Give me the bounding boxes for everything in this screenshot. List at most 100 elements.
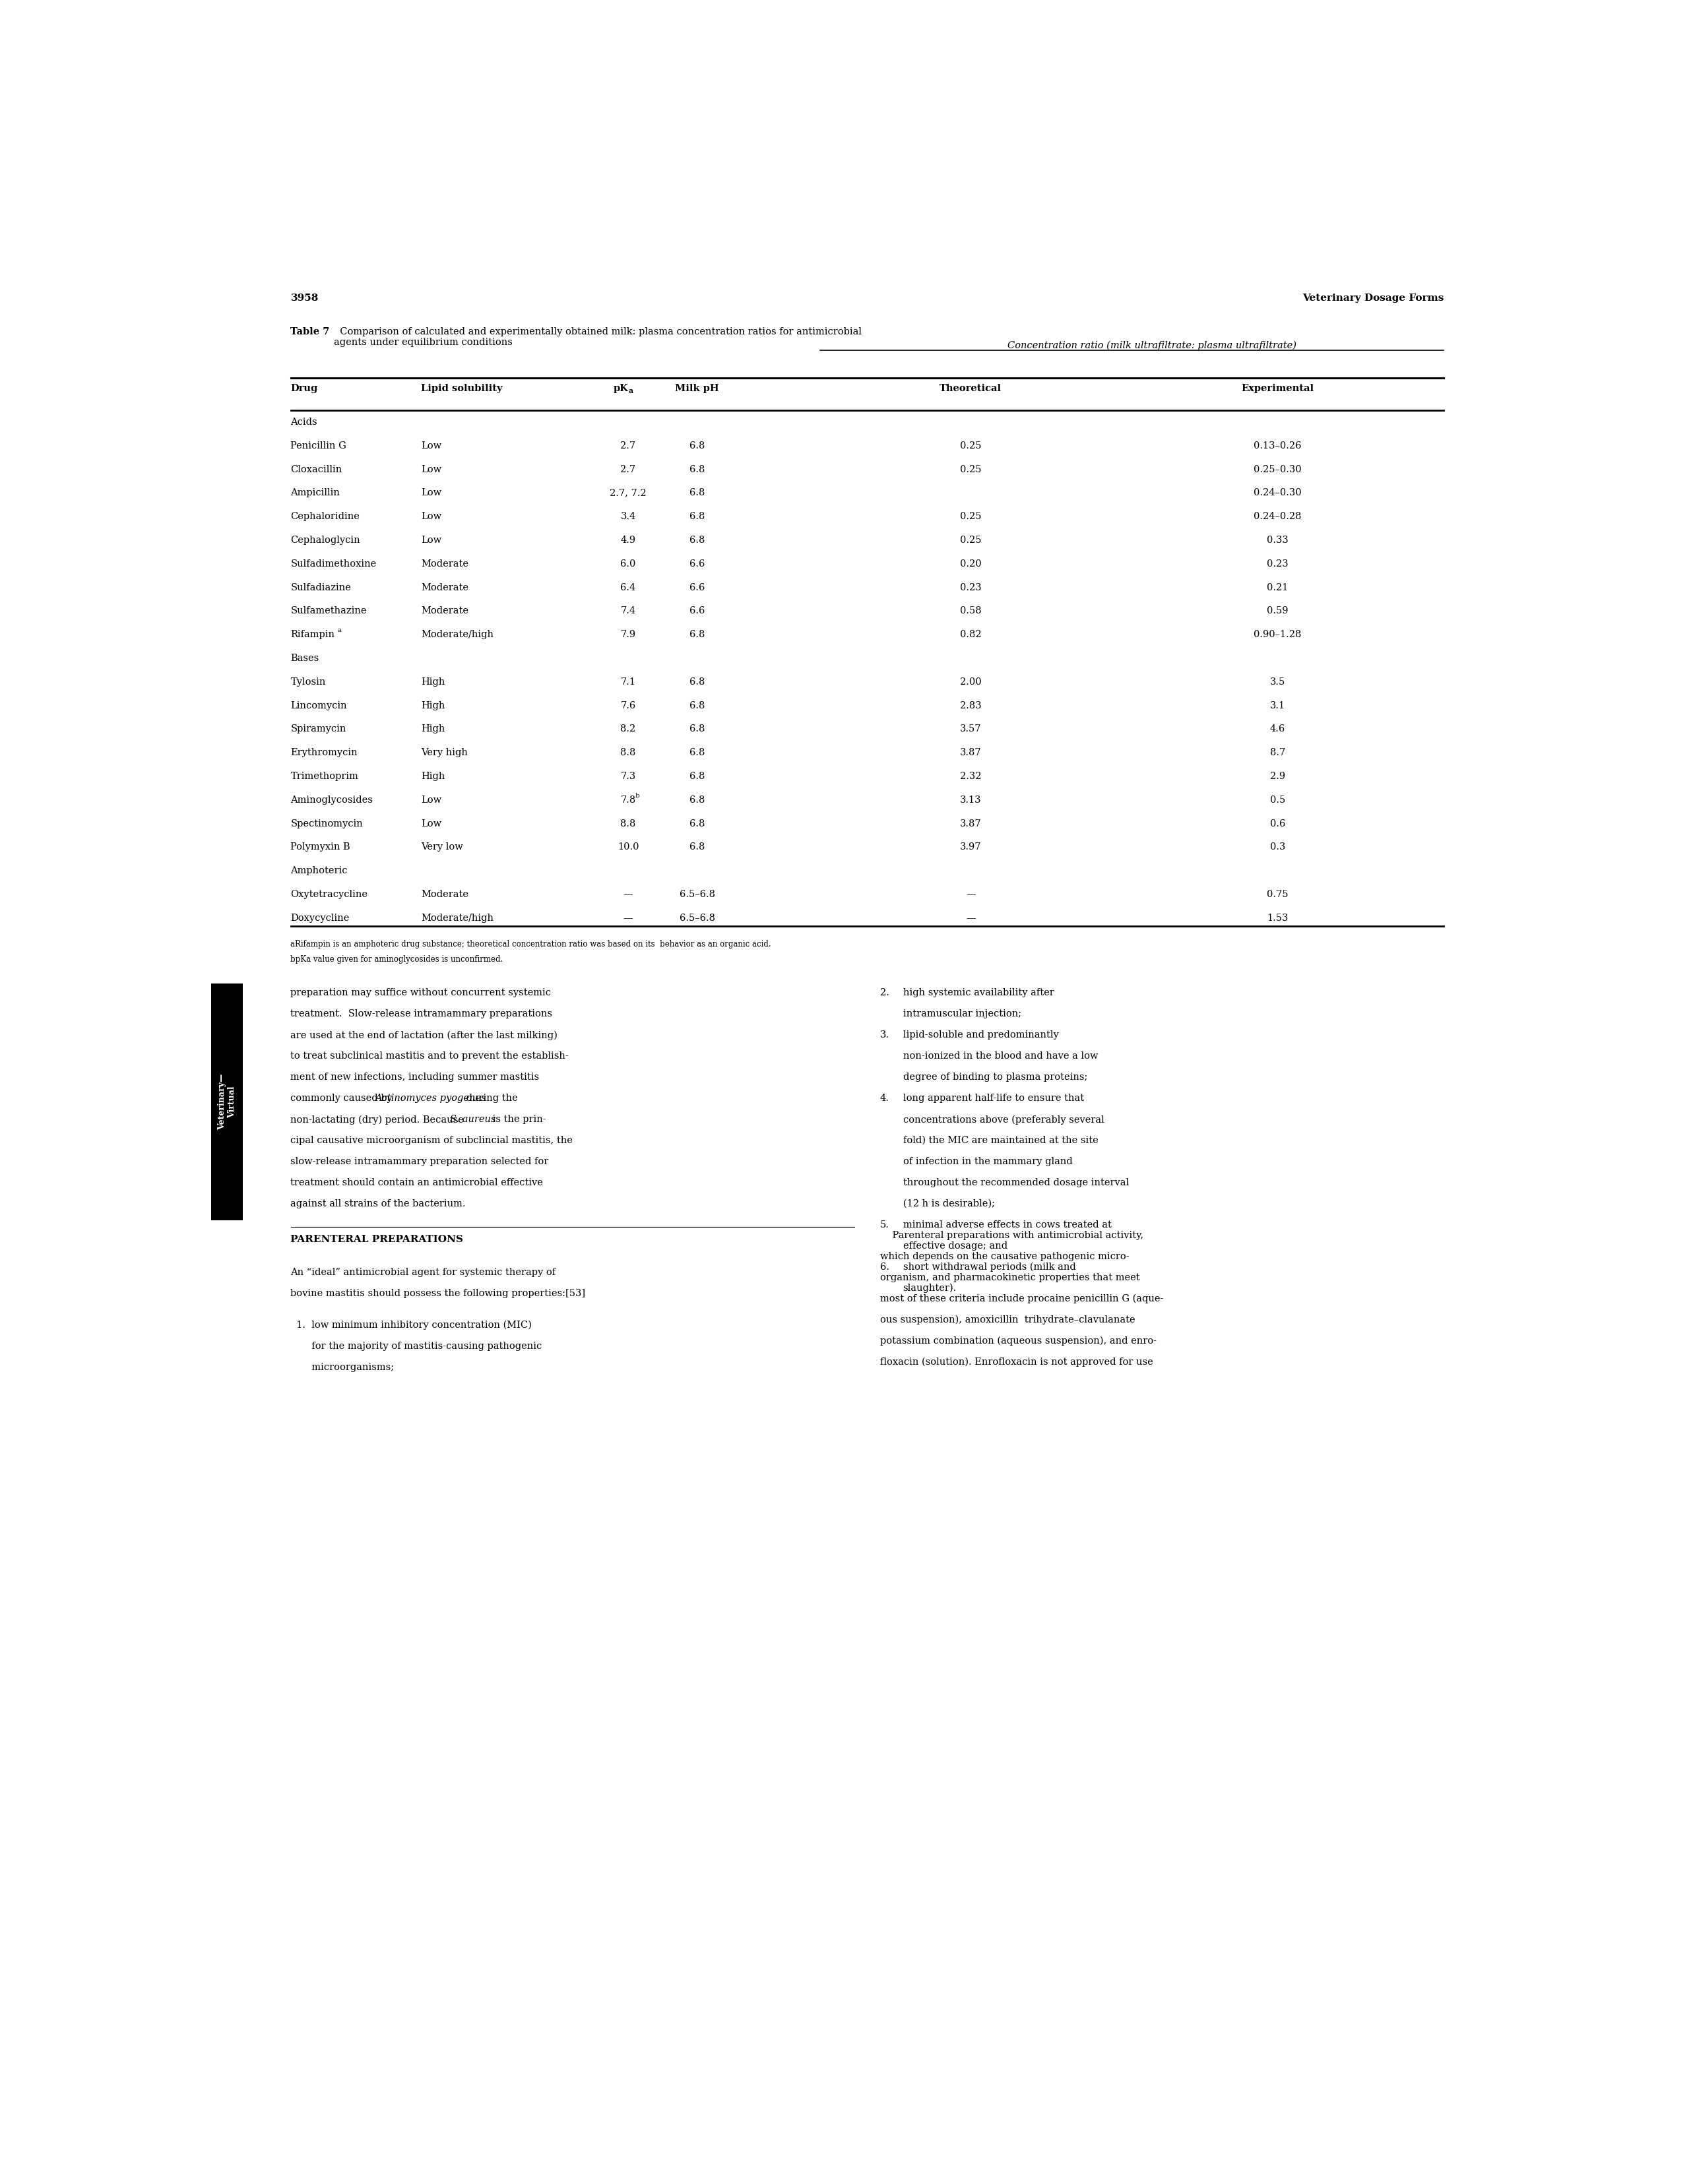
Text: Low: Low [421,441,441,450]
Text: preparation may suffice without concurrent systemic: preparation may suffice without concurre… [291,989,551,998]
Text: 6.: 6. [879,1262,889,1271]
Text: intramuscular injection;: intramuscular injection; [903,1009,1021,1018]
Text: 6.8: 6.8 [690,511,705,522]
Text: 4.: 4. [879,1094,889,1103]
Text: Low: Low [421,535,441,544]
Text: a: a [627,387,632,395]
Text: Concentration ratio (milk ultrafiltrate: plasma ultrafiltrate): Concentration ratio (milk ultrafiltrate:… [1008,341,1297,349]
Text: Veterinary—
Virtual: Veterinary— Virtual [218,1075,237,1129]
Text: which depends on the causative pathogenic micro-: which depends on the causative pathogeni… [879,1251,1130,1260]
Text: 10.0: 10.0 [617,843,639,852]
Text: Oxytetracycline: Oxytetracycline [291,889,369,900]
Text: 0.6: 0.6 [1270,819,1285,828]
Text: Cephaloglycin: Cephaloglycin [291,535,360,544]
Text: Spiramycin: Spiramycin [291,725,347,734]
Text: 0.33: 0.33 [1267,535,1289,544]
Text: Low: Low [421,489,441,498]
Text: 5.: 5. [879,1221,889,1230]
Text: floxacin (solution). Enrofloxacin is not approved for use: floxacin (solution). Enrofloxacin is not… [879,1356,1153,1367]
Text: High: High [421,701,445,710]
Text: 8.2: 8.2 [621,725,636,734]
Text: 6.8: 6.8 [690,795,705,804]
Text: Veterinary Dosage Forms: Veterinary Dosage Forms [1302,293,1444,304]
Text: 6.8: 6.8 [690,749,705,758]
Text: 7.1: 7.1 [621,677,636,686]
Text: 0.90–1.28: 0.90–1.28 [1253,629,1302,640]
Text: Lincomycin: Lincomycin [291,701,347,710]
Text: 6.6: 6.6 [690,607,705,616]
Text: 1.  low minimum inhibitory concentration (MIC): 1. low minimum inhibitory concentration … [291,1321,533,1330]
Text: 6.4: 6.4 [621,583,636,592]
Text: bpKa value given for aminoglycosides is unconfirmed.: bpKa value given for aminoglycosides is … [291,954,504,963]
Text: against all strains of the bacterium.: against all strains of the bacterium. [291,1199,465,1208]
Text: 8.8: 8.8 [621,819,636,828]
Text: cipal causative microorganism of subclincial mastitis, the: cipal causative microorganism of subclin… [291,1136,573,1144]
Text: —: — [624,913,632,922]
Text: 4.6: 4.6 [1270,725,1285,734]
Text: 3.57: 3.57 [960,725,981,734]
Text: 3.5: 3.5 [1270,677,1285,686]
Text: High: High [421,771,445,782]
Text: degree of binding to plasma proteins;: degree of binding to plasma proteins; [903,1072,1087,1081]
Text: Sulfadiazine: Sulfadiazine [291,583,352,592]
Text: 7.9: 7.9 [621,629,636,640]
Text: Rifampin: Rifampin [291,629,335,640]
Text: b: b [634,793,639,799]
Text: 6.8: 6.8 [690,677,705,686]
Text: 3.87: 3.87 [960,749,981,758]
Text: An “ideal” antimicrobial agent for systemic therapy of: An “ideal” antimicrobial agent for syste… [291,1269,556,1278]
Text: Moderate: Moderate [421,889,468,900]
Text: Ampicillin: Ampicillin [291,489,340,498]
Text: 0.21: 0.21 [1267,583,1289,592]
Text: 7.8: 7.8 [621,795,636,804]
Text: —: — [966,913,976,922]
Text: high systemic availability after: high systemic availability after [903,989,1053,998]
Text: aRifampin is an amphoteric drug substance; theoretical concentration ratio was b: aRifampin is an amphoteric drug substanc… [291,939,771,948]
Text: Milk pH: Milk pH [675,384,719,393]
Text: 6.8: 6.8 [690,771,705,782]
Text: a: a [338,627,342,633]
Text: pK: pK [614,384,627,393]
Text: 4.9: 4.9 [621,535,636,544]
Text: 0.24–0.28: 0.24–0.28 [1253,511,1302,522]
Text: 0.13–0.26: 0.13–0.26 [1253,441,1302,450]
Text: S. aureus: S. aureus [450,1114,495,1125]
FancyBboxPatch shape [211,983,244,1221]
Text: Penicillin G: Penicillin G [291,441,347,450]
Text: slaughter).: slaughter). [903,1284,957,1293]
Text: Spectinomycin: Spectinomycin [291,819,364,828]
Text: 0.25: 0.25 [960,535,981,544]
Text: —: — [624,889,632,900]
Text: 2.83: 2.83 [960,701,981,710]
Text: 0.75: 0.75 [1267,889,1289,900]
Text: potassium combination (aqueous suspension), and enro-: potassium combination (aqueous suspensio… [879,1337,1157,1345]
Text: lipid-soluble and predominantly: lipid-soluble and predominantly [903,1031,1059,1040]
Text: 0.25: 0.25 [960,465,981,474]
Text: commonly caused by: commonly caused by [291,1094,396,1103]
Text: Moderate: Moderate [421,607,468,616]
Text: Doxycycline: Doxycycline [291,913,350,922]
Text: 3.1: 3.1 [1270,701,1285,710]
Text: Acids: Acids [291,417,318,426]
Text: 2.7, 7.2: 2.7, 7.2 [610,489,646,498]
Text: 6.8: 6.8 [690,843,705,852]
Text: treatment.  Slow-release intramammary preparations: treatment. Slow-release intramammary pre… [291,1009,553,1018]
Text: is the prin-: is the prin- [490,1114,546,1125]
Text: Parenteral preparations with antimicrobial activity,: Parenteral preparations with antimicrobi… [879,1232,1143,1241]
Text: long apparent half-life to ensure that: long apparent half-life to ensure that [903,1094,1084,1103]
Text: for the majority of mastitis-causing pathogenic: for the majority of mastitis-causing pat… [291,1341,543,1352]
Text: Low: Low [421,511,441,522]
Text: Drug: Drug [291,384,318,393]
Text: Low: Low [421,465,441,474]
Text: 0.25: 0.25 [960,511,981,522]
Text: 6.8: 6.8 [690,465,705,474]
Text: —: — [966,889,976,900]
Text: 6.0: 6.0 [621,559,636,568]
Text: 7.3: 7.3 [621,771,636,782]
Text: 6.8: 6.8 [690,489,705,498]
Text: 3.4: 3.4 [621,511,636,522]
Text: during the: during the [463,1094,517,1103]
Text: throughout the recommended dosage interval: throughout the recommended dosage interv… [903,1177,1128,1188]
Text: Sulfamethazine: Sulfamethazine [291,607,367,616]
Text: 0.23: 0.23 [960,583,981,592]
